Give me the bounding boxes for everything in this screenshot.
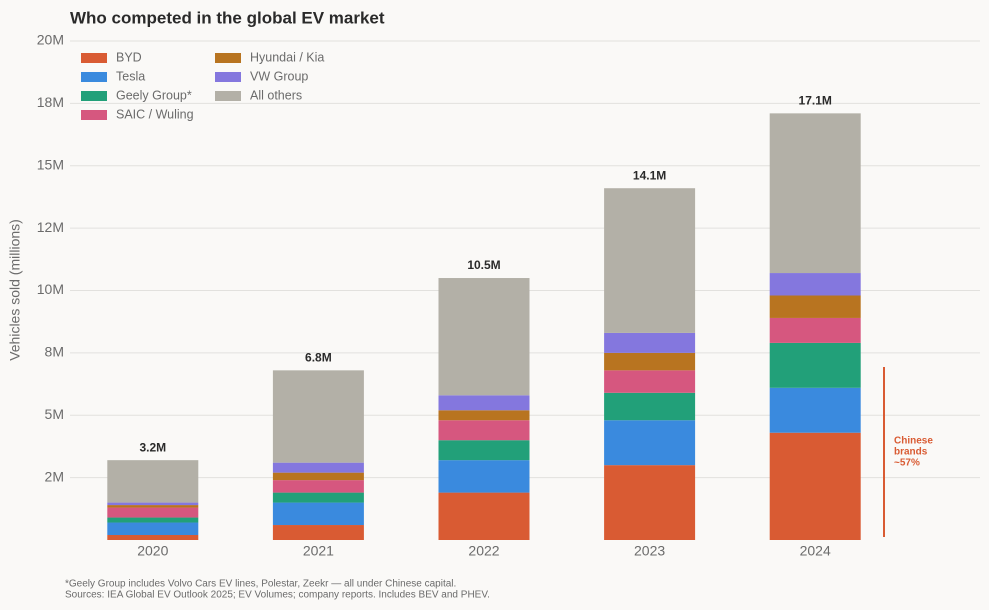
bar-segment	[438, 440, 530, 461]
annotation-text: brands	[894, 447, 928, 458]
y-tick-label: 2M	[45, 468, 64, 484]
x-tick-label: 2024	[800, 543, 831, 559]
bar-segment	[107, 502, 199, 506]
bar-segment	[604, 188, 696, 333]
legend-label: All others	[250, 88, 302, 102]
footnote: Sources: IEA Global EV Outlook 2025; EV …	[65, 590, 490, 601]
bar-segment	[272, 472, 364, 481]
y-axis-label: Vehicles sold (millions)	[7, 219, 23, 361]
bar-segment	[107, 535, 199, 540]
bar-segment	[769, 295, 861, 318]
bar-segment	[769, 113, 861, 274]
value-label: 14.1M	[633, 168, 666, 182]
bar-segment	[438, 420, 530, 441]
x-tick-label: 2022	[468, 543, 499, 559]
bar-segment	[272, 492, 364, 503]
value-label: 6.8M	[305, 351, 332, 365]
bar-segment	[769, 342, 861, 388]
y-tick-label: 12M	[37, 219, 64, 235]
bar-segment	[272, 502, 364, 526]
bar-segment	[272, 480, 364, 493]
bar-segment	[107, 517, 199, 523]
footnote: *Geely Group includes Volvo Cars EV line…	[65, 579, 456, 590]
bar-segment	[107, 507, 199, 518]
bar-segment	[604, 352, 696, 371]
legend-label: VW Group	[250, 69, 308, 83]
legend-swatch	[81, 53, 107, 63]
bar-segment	[107, 460, 199, 503]
legend-label: Tesla	[116, 69, 145, 83]
legend-swatch	[215, 72, 241, 82]
x-tick-label: 2023	[634, 543, 665, 559]
annotation-text: ~57%	[894, 458, 920, 469]
value-label: 10.5M	[467, 258, 500, 272]
y-tick-label: 15M	[37, 156, 64, 172]
bar-segment	[272, 525, 364, 540]
y-tick-label: 10M	[37, 281, 64, 297]
bar-segment	[438, 460, 530, 493]
bar-segment	[272, 462, 364, 473]
bar-segment	[604, 392, 696, 421]
bar-segment	[769, 432, 861, 540]
chart-title: Who competed in the global EV market	[70, 8, 385, 27]
legend-swatch	[81, 91, 107, 101]
bar-segment	[438, 395, 530, 411]
legend-swatch	[81, 110, 107, 120]
bar-segment	[438, 278, 530, 396]
y-tick-label: 20M	[37, 32, 64, 48]
x-tick-label: 2021	[303, 543, 334, 559]
bar-segment	[604, 420, 696, 466]
y-tick-label: 8M	[45, 344, 64, 360]
x-tick-label: 2020	[137, 543, 168, 559]
bar-segment	[769, 317, 861, 343]
annotation-text: Chinese	[894, 436, 933, 447]
value-label: 17.1M	[799, 94, 832, 108]
legend-swatch	[215, 91, 241, 101]
bar-segment	[604, 332, 696, 353]
bar-segment	[604, 465, 696, 540]
legend-label: Geely Group*	[116, 88, 192, 102]
legend-label: BYD	[116, 50, 142, 64]
legend-swatch	[81, 72, 107, 82]
y-tick-label: 5M	[45, 406, 64, 422]
legend-label: SAIC / Wuling	[116, 107, 194, 121]
bar-segment	[438, 492, 530, 540]
bar-segment	[107, 505, 199, 508]
y-tick-label: 18M	[37, 94, 64, 110]
value-label: 3.2M	[139, 440, 166, 454]
bar-segment	[769, 273, 861, 296]
legend-label: Hyundai / Kia	[250, 50, 324, 64]
legend-swatch	[215, 53, 241, 63]
bar-segment	[769, 387, 861, 433]
bar-segment	[272, 370, 364, 463]
bar-segment	[604, 370, 696, 393]
bar-segment	[107, 522, 199, 536]
bar-segment	[438, 410, 530, 421]
